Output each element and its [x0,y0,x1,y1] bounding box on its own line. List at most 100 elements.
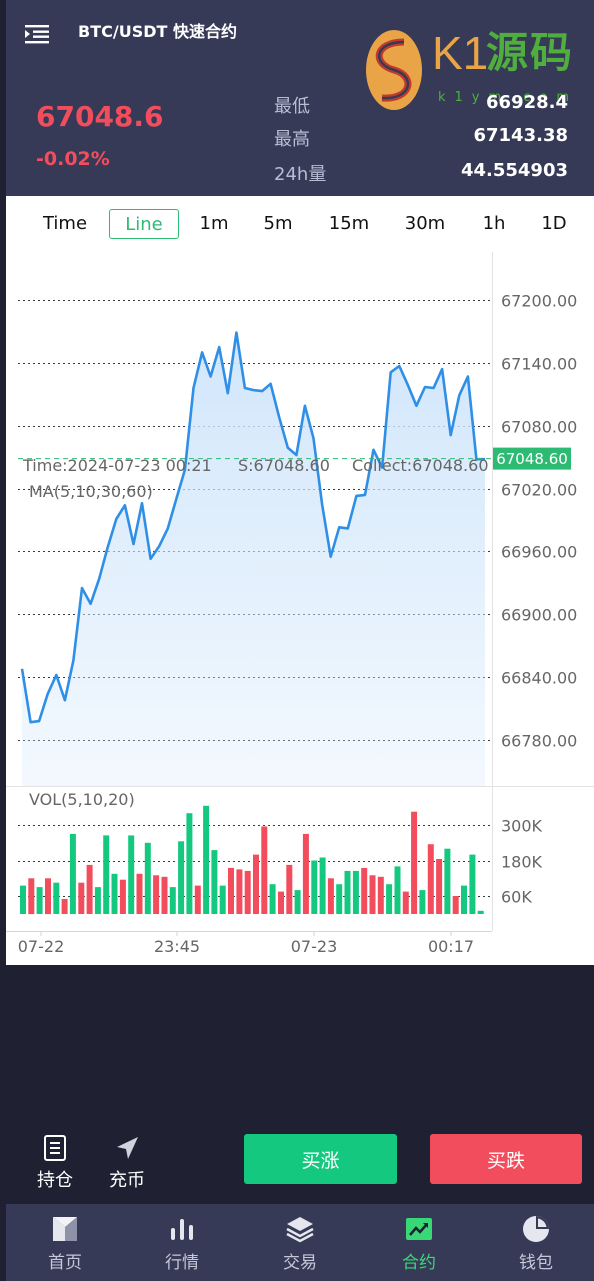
header: BTC/USDT 快速合约 K1 源码 k1ym.com 67048.6 -0.… [6,0,594,196]
stat-low-value: 66928.4 [486,92,568,113]
volume-bar [194,885,201,914]
tab-15m[interactable]: 15m [328,213,370,234]
price-tick-label: 66840.00 [501,669,577,688]
volume-bar [327,878,334,915]
nav-market[interactable]: 行情 [142,1214,222,1273]
nav-wallet[interactable]: 钱包 [496,1214,576,1273]
volume-bar [86,864,93,914]
logo-coin-icon [366,30,422,110]
price-area-layer [18,331,492,786]
volume-bar [219,885,226,914]
price-line [20,331,485,724]
nav-trade-label: 交易 [283,1253,317,1273]
volume-bar [302,833,309,914]
time-tick-label: 07-23 [291,937,338,956]
volume-bar [436,859,443,914]
time-tick-label: 23:45 [154,937,200,956]
volume-bar [161,876,168,914]
volume-bar [369,875,376,914]
volume-bar [169,887,176,914]
tab-time[interactable]: Time [42,213,88,234]
stat-high-value: 67143.38 [473,125,568,146]
volume-bar [419,890,426,914]
tab-30m[interactable]: 30m [404,213,446,234]
buy-up-button[interactable]: 买涨 [244,1134,397,1184]
contract-icon [406,1218,432,1240]
wallet-icon [523,1216,549,1242]
price-tick-label: 67020.00 [501,481,577,500]
info-collect: Collect:67048.60 [352,456,489,475]
volume-bar [228,867,234,914]
volume-bar [361,867,368,914]
current-price-label: 67048.60 [496,450,568,468]
info-time: Time:2024-07-23 00:21 [22,456,212,475]
volume-bar [178,841,185,914]
volume-bar [444,848,451,914]
volume-tick-label: 300K [501,817,543,836]
tab-1m[interactable]: 1m [199,213,229,234]
price-tick-label: 66900.00 [501,606,577,625]
volume-bar [377,876,384,914]
buy-down-button[interactable]: 买跌 [430,1134,582,1184]
home-icon [53,1217,77,1241]
tab-line[interactable]: Line [109,209,179,239]
volume-bar [53,882,60,914]
info-vol: VOL(5,10,20) [29,790,135,809]
tab-1d[interactable]: 1D [541,213,567,234]
volume-bar [128,835,135,914]
nav-home-label: 首页 [48,1253,82,1273]
volume-bar [186,813,193,914]
volume-bar [20,885,26,914]
price-chart[interactable]: 67200.00 67140.00 67080.00 67020.00 66960.00… [6,252,594,965]
info-ma: MA(5,10,30,60) [29,482,153,501]
stat-low-label: 最低 [274,96,310,117]
volume-bar [28,878,35,915]
time-tick-label: 07-22 [18,937,65,956]
volume-bar [261,826,268,914]
pair-title[interactable]: BTC/USDT 快速合约 [78,22,237,41]
tab-1h[interactable]: 1h [482,213,506,234]
volume-bar [402,891,409,914]
bottom-nav: 首页 行情 交易 合约 钱包 [6,1204,594,1281]
volume-bar [286,864,293,914]
volume-bar [94,887,101,914]
nav-home[interactable]: 首页 [25,1214,105,1273]
volume-bar [319,857,326,914]
positions-label: 持仓 [37,1170,73,1191]
menu-icon[interactable] [24,22,50,46]
positions-button[interactable]: 持仓 [27,1134,83,1192]
volume-bar [153,875,160,914]
nav-trade[interactable]: 交易 [260,1214,340,1273]
volume-bar [344,870,351,914]
nav-contract[interactable]: 合约 [379,1214,459,1273]
volume-bar [69,833,76,914]
deposit-button[interactable]: 充币 [99,1134,155,1192]
market-icon [171,1219,193,1240]
deposit-label: 充币 [109,1170,145,1191]
stat-high-label: 最高 [274,129,310,150]
volume-tick-label: 60K [501,888,532,907]
stat-volume-value: 44.554903 [460,160,568,181]
volume-bar [411,811,418,914]
volume-axis: 300K 180K 60K [501,817,543,907]
volume-bar [253,854,259,914]
chart-panel: Time Line 1m 5m 15m 30m 1h 1D 67200.00 67… [6,196,594,965]
watermark-logo: K1 源码 k1ym.com [364,28,580,112]
volume-bar [461,885,467,914]
price-tick-label: 67080.00 [501,418,577,437]
volume-bar [452,896,459,914]
volume-bar [136,873,143,914]
price-tick-label: 67140.00 [501,355,577,374]
volume-bar [386,884,393,914]
volume-bar [103,835,110,914]
volume-bar [45,878,51,915]
volume-bar [427,844,434,914]
tab-5m[interactable]: 5m [263,213,293,234]
volume-bar [294,890,301,914]
price-axis: 67200.00 67140.00 67080.00 67020.00 66960.00… [501,292,577,751]
interval-tabs: Time Line 1m 5m 15m 30m 1h 1D [6,196,594,252]
volume-tick-label: 180K [501,853,543,872]
logo-cn: 源码 [486,28,575,77]
volume-bar [352,870,359,914]
price-tick-label: 67200.00 [501,292,577,311]
